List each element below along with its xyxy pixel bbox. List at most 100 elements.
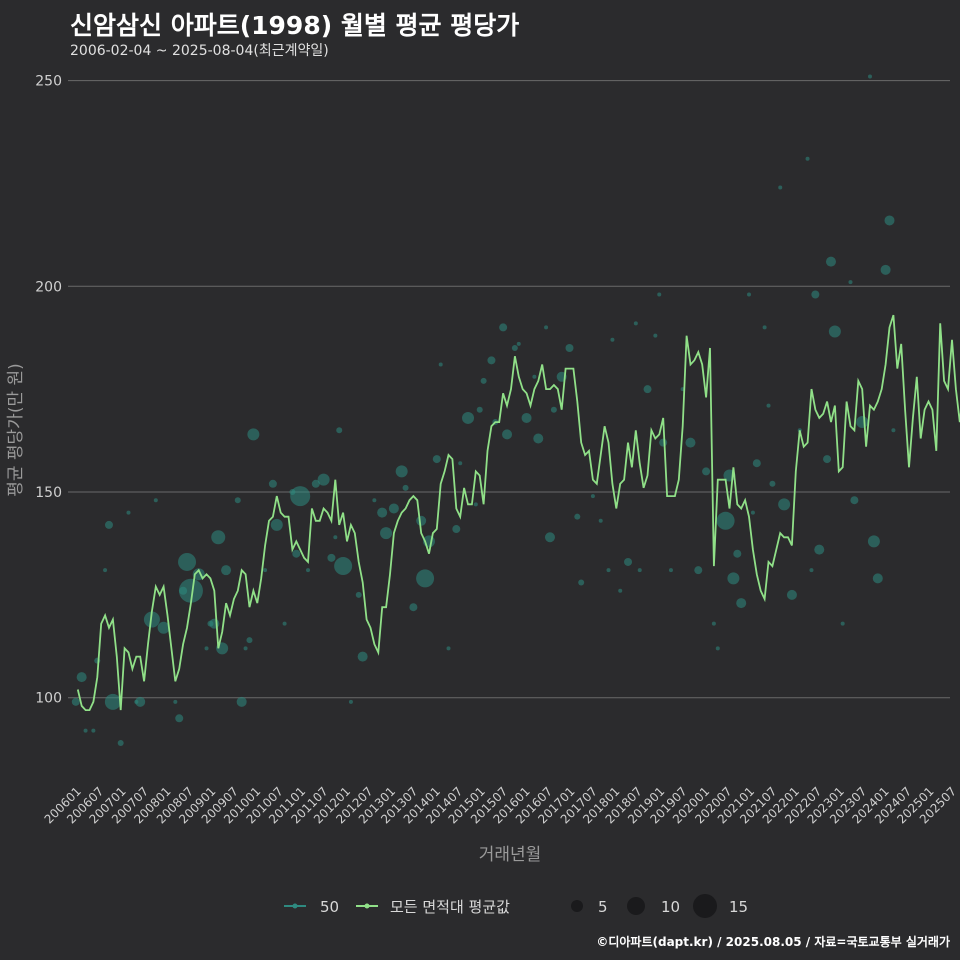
- point-50-88: [618, 588, 623, 593]
- chart-title: 신암삼신 아파트(1998) 월별 평균 평당가: [70, 11, 520, 40]
- point-50-78: [544, 532, 555, 543]
- legend-label-mean: 모든 면적대 평균값: [390, 898, 510, 916]
- point-50-39: [306, 568, 311, 573]
- point-50-128: [856, 416, 869, 429]
- y-tick-100: 100: [35, 691, 62, 707]
- point-50-50: [377, 507, 388, 518]
- point-50-14: [157, 621, 170, 634]
- point-50-15: [173, 699, 178, 704]
- point-50-55: [409, 603, 418, 612]
- point-50-66: [476, 406, 483, 413]
- point-50-71: [502, 429, 513, 440]
- point-50-98: [685, 437, 696, 448]
- point-50-74: [521, 412, 532, 423]
- point-50-11: [135, 696, 146, 707]
- legend-size-15: [693, 894, 717, 918]
- point-50-73: [516, 341, 521, 346]
- point-50-43: [333, 535, 338, 540]
- point-50-28: [236, 696, 247, 707]
- point-50-79: [550, 406, 557, 413]
- point-50-120: [811, 290, 820, 299]
- point-50-59: [432, 455, 441, 464]
- point-50-57: [416, 569, 435, 588]
- point-50-112: [766, 403, 771, 408]
- legend-label-50: 50: [320, 898, 339, 916]
- point-50-86: [606, 568, 611, 573]
- point-50-124: [828, 325, 841, 338]
- y-tick-200: 200: [35, 279, 62, 295]
- point-50-130: [867, 535, 880, 548]
- point-50-91: [637, 568, 642, 573]
- legend-dot-50: [292, 903, 298, 909]
- point-50-52: [388, 503, 399, 514]
- point-50-40: [311, 479, 320, 488]
- point-50-108: [747, 292, 752, 297]
- point-50-101: [711, 621, 716, 626]
- point-50-95: [659, 438, 668, 447]
- point-50-83: [578, 579, 585, 586]
- point-50-126: [848, 280, 853, 285]
- point-50-12: [143, 611, 160, 628]
- point-50-110: [752, 459, 761, 468]
- point-50-16: [175, 714, 184, 723]
- point-50-29: [243, 646, 248, 651]
- point-50-123: [825, 256, 836, 267]
- point-50-114: [778, 185, 783, 190]
- point-50-93: [653, 333, 658, 338]
- credit-text: ©디아파트(dapt.kr) / 2025.08.05 / 자료=국토교통부 실…: [596, 935, 950, 949]
- point-50-105: [727, 572, 740, 585]
- point-50-70: [499, 323, 508, 332]
- point-50-48: [357, 651, 368, 662]
- point-50-102: [715, 646, 720, 651]
- gridlines: [68, 80, 950, 699]
- point-50-53: [395, 465, 408, 478]
- point-50-24: [211, 530, 226, 545]
- point-50-100: [702, 467, 711, 476]
- point-50-37: [292, 549, 301, 558]
- point-50-107: [736, 598, 747, 609]
- point-50-63: [458, 461, 463, 466]
- point-50-118: [805, 156, 810, 161]
- point-50-30: [246, 637, 253, 644]
- point-50-42: [327, 553, 336, 562]
- point-50-61: [446, 646, 451, 651]
- point-50-32: [263, 568, 268, 573]
- point-50-9: [126, 510, 131, 515]
- point-50-65: [473, 502, 478, 507]
- point-50-64: [462, 411, 475, 424]
- point-50-89: [624, 557, 633, 566]
- point-50-75: [532, 374, 537, 379]
- point-50-116: [786, 589, 797, 600]
- mean-series-line: [76, 314, 960, 711]
- point-50-31: [247, 428, 260, 441]
- y-tick-250: 250: [35, 74, 62, 90]
- legend-size-label-15: 15: [729, 898, 748, 916]
- point-50-106: [733, 549, 742, 558]
- point-50-45: [334, 557, 353, 576]
- legend-size-5: [571, 900, 583, 912]
- point-50-49: [372, 498, 377, 503]
- point-50-113: [769, 480, 776, 487]
- point-50-33: [268, 479, 277, 488]
- point-50-3: [91, 728, 96, 733]
- point-50-13: [153, 498, 158, 503]
- point-50-1: [76, 672, 87, 683]
- point-50-0: [71, 697, 80, 706]
- point-50-6: [104, 520, 113, 529]
- point-50-46: [348, 699, 353, 704]
- point-50-87: [610, 337, 615, 342]
- point-50-111: [762, 325, 767, 330]
- point-50-76: [533, 433, 544, 444]
- point-50-5: [103, 568, 108, 573]
- point-50-2: [83, 728, 88, 733]
- point-50-122: [823, 455, 832, 464]
- point-50-18: [178, 552, 197, 571]
- point-50-54: [402, 484, 409, 491]
- point-50-27: [234, 497, 241, 504]
- point-50-51: [380, 527, 393, 540]
- point-50-82: [574, 513, 581, 520]
- point-50-35: [282, 621, 287, 626]
- point-50-21: [204, 646, 209, 651]
- point-50-85: [598, 518, 603, 523]
- point-50-90: [633, 321, 638, 326]
